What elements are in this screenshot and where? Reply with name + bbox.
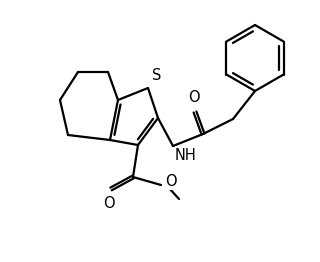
Text: NH: NH: [175, 148, 197, 163]
Text: O: O: [165, 174, 177, 189]
Text: O: O: [188, 90, 200, 105]
Text: O: O: [103, 196, 115, 211]
Text: S: S: [152, 68, 161, 83]
